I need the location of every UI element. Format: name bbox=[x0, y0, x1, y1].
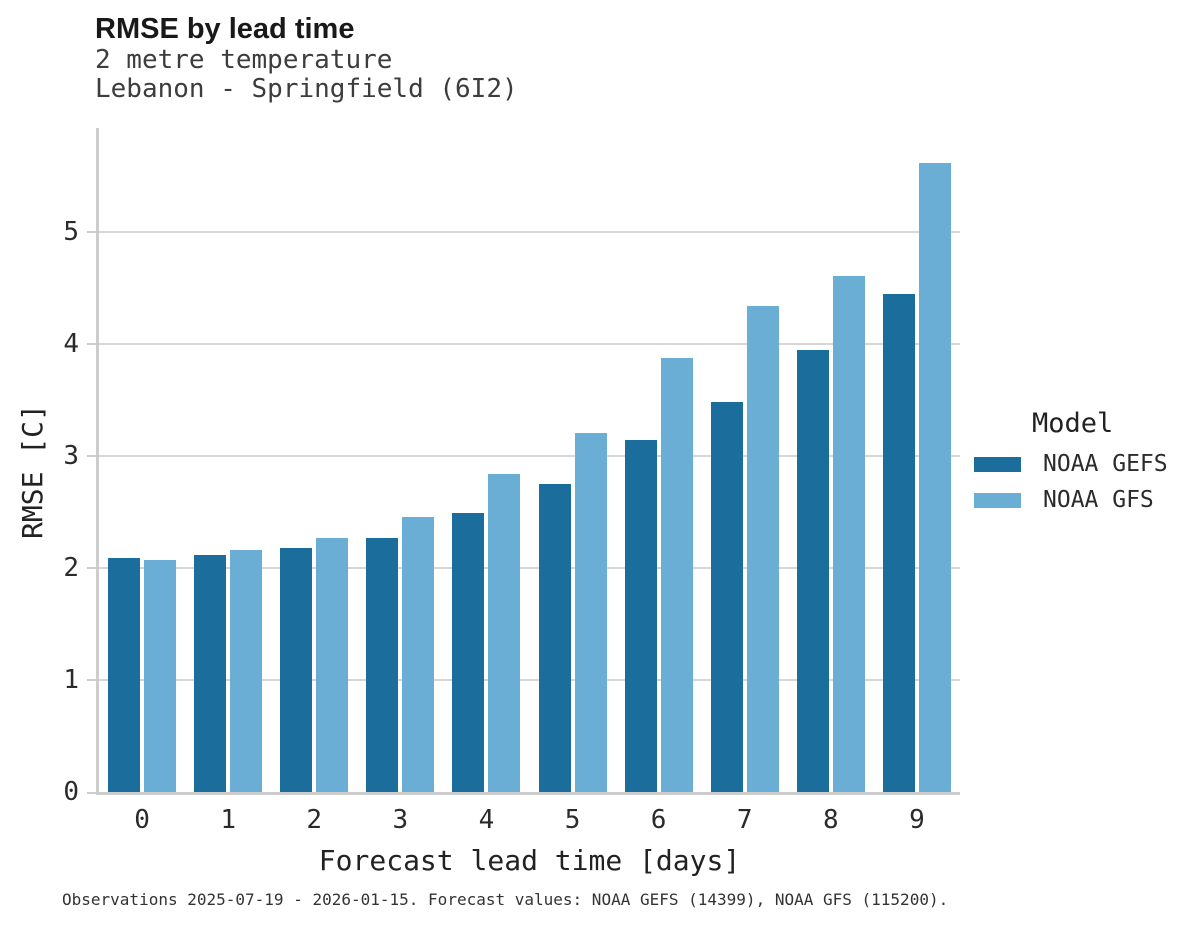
legend-item-noaa-gfs: NOAA GFS bbox=[974, 487, 1184, 513]
x-tick-label-5: 5 bbox=[564, 805, 581, 835]
y-tick-mark-3 bbox=[87, 455, 96, 458]
x-tick-label-1: 1 bbox=[220, 805, 236, 835]
bar-noaa-gefs-lead-7 bbox=[710, 402, 743, 792]
bar-noaa-gfs-lead-4 bbox=[488, 474, 521, 792]
gridline-y-3 bbox=[99, 455, 960, 458]
gridline-y-5 bbox=[99, 231, 960, 234]
bar-noaa-gefs-lead-3 bbox=[366, 537, 399, 792]
x-axis-title: Forecast lead time [days] bbox=[318, 844, 741, 877]
chart-subtitle-station: Lebanon - Springfield (6I2) bbox=[95, 74, 518, 104]
y-tick-label-5: 5 bbox=[63, 217, 79, 248]
bar-noaa-gfs-lead-5 bbox=[574, 432, 607, 792]
bar-noaa-gefs-lead-2 bbox=[280, 547, 313, 792]
bar-noaa-gfs-lead-9 bbox=[918, 162, 951, 792]
legend: Model NOAA GEFS NOAA GFS bbox=[974, 408, 1184, 523]
bar-noaa-gfs-lead-8 bbox=[832, 275, 865, 792]
bar-noaa-gefs-lead-0 bbox=[108, 558, 141, 792]
bar-noaa-gefs-lead-9 bbox=[882, 293, 915, 792]
bar-noaa-gfs-lead-0 bbox=[144, 560, 177, 792]
bar-group-lead-8 bbox=[788, 128, 874, 792]
x-tick-label-3: 3 bbox=[392, 805, 409, 835]
y-tick-label-0: 0 bbox=[63, 777, 79, 807]
bar-group-lead-1 bbox=[185, 128, 271, 792]
y-tick-label-1: 1 bbox=[63, 665, 79, 696]
x-tick-label-0: 0 bbox=[134, 805, 150, 835]
bar-group-lead-2 bbox=[271, 128, 357, 792]
bar-noaa-gfs-lead-6 bbox=[660, 357, 693, 792]
bar-noaa-gefs-lead-1 bbox=[194, 554, 227, 792]
y-tick-label-2: 2 bbox=[63, 553, 79, 584]
legend-title: Model bbox=[1032, 408, 1114, 439]
bar-noaa-gfs-lead-2 bbox=[316, 537, 349, 792]
gridline-y-2 bbox=[99, 567, 960, 570]
legend-swatch-noaa-gfs bbox=[974, 492, 1021, 508]
gridline-y-1 bbox=[99, 679, 960, 682]
y-axis-title: RMSE [C] bbox=[16, 404, 49, 540]
legend-item-noaa-gefs: NOAA GEFS bbox=[974, 451, 1184, 477]
bar-noaa-gefs-lead-4 bbox=[452, 513, 485, 792]
bar-noaa-gefs-lead-6 bbox=[624, 440, 657, 792]
bar-groups bbox=[99, 128, 960, 792]
x-tick-label-9: 9 bbox=[909, 805, 925, 835]
x-tick-label-6: 6 bbox=[650, 805, 667, 835]
plot-area: 0 1 2 3 4 5 6 7 8 9 Forecast lead time [days] 0 1 2… bbox=[63, 128, 960, 877]
y-tick-mark-5 bbox=[87, 231, 96, 234]
bar-noaa-gefs-lead-5 bbox=[538, 484, 571, 792]
legend-label: NOAA GEFS bbox=[1043, 451, 1168, 477]
bar-group-lead-0 bbox=[99, 128, 185, 792]
bar-group-lead-7 bbox=[702, 128, 788, 792]
bar-noaa-gfs-lead-1 bbox=[230, 550, 263, 792]
gridline-y-4 bbox=[99, 343, 960, 346]
chart-subtitle-variable: 2 metre temperature bbox=[95, 45, 393, 75]
x-tick-label-2: 2 bbox=[306, 805, 323, 835]
bar-group-lead-3 bbox=[357, 128, 443, 792]
legend-label: NOAA GFS bbox=[1043, 487, 1154, 513]
x-axis-tick-labels: 0 1 2 3 4 5 6 7 8 9 bbox=[99, 805, 960, 835]
x-tick-label-8: 8 bbox=[822, 805, 839, 835]
chart-title: RMSE by lead time bbox=[95, 13, 355, 45]
y-tick-label-4: 4 bbox=[63, 329, 79, 360]
bar-noaa-gefs-lead-8 bbox=[796, 349, 829, 792]
legend-swatch-noaa-gefs bbox=[974, 456, 1021, 472]
y-tick-mark-1 bbox=[87, 679, 96, 682]
y-tick-mark-4 bbox=[87, 343, 96, 346]
chart-header: RMSE by lead time 2 metre temperature Le… bbox=[95, 12, 518, 104]
bar-noaa-gfs-lead-7 bbox=[746, 306, 779, 792]
x-tick-label-4: 4 bbox=[478, 805, 495, 835]
y-tick-mark-0 bbox=[87, 792, 96, 794]
x-tick-label-7: 7 bbox=[736, 805, 753, 835]
bar-group-lead-4 bbox=[443, 128, 529, 792]
y-tick-label-3: 3 bbox=[63, 441, 79, 472]
bar-noaa-gfs-lead-3 bbox=[402, 516, 435, 792]
y-tick-mark-2 bbox=[87, 567, 96, 570]
bar-group-lead-5 bbox=[529, 128, 615, 792]
bar-group-lead-6 bbox=[616, 128, 702, 792]
bar-group-lead-9 bbox=[874, 128, 960, 792]
caption-note: Observations 2025-07-19 - 2026-01-15. Fo… bbox=[62, 890, 949, 909]
